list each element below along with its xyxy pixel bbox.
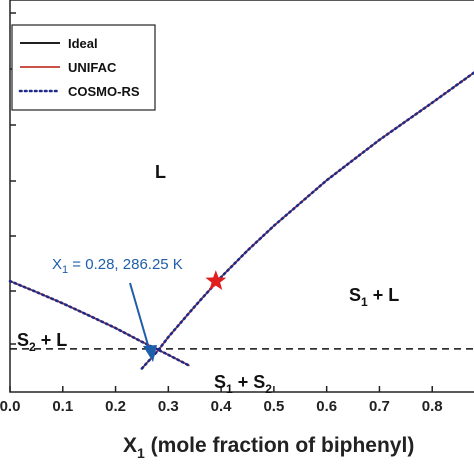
left-liquidus-unifac-line: [9, 280, 190, 367]
x-tick-label-2: 0.2: [105, 398, 126, 415]
annotation-arrow-head: [143, 345, 157, 362]
x-tick-label-5: 0.5: [263, 398, 284, 415]
star-marker: [205, 270, 227, 290]
x-axis-title: X1 (mole fraction of biphenyl): [123, 434, 414, 461]
s1l-sub: 1: [361, 295, 368, 309]
region-label-s2-l: S2 + L: [17, 330, 67, 354]
s1s2-main: S: [214, 372, 226, 392]
region-label-s1-s2: S1 + S2: [214, 372, 272, 396]
eutectic-annotation: X1 = 0.28, 286.25 K: [52, 256, 183, 276]
left-liquidus-cosmors-line: [8, 279, 191, 367]
anno-sub: 1: [62, 264, 68, 276]
x-tick-label-6: 0.6: [316, 398, 337, 415]
legend-label-ideal: Ideal: [68, 36, 98, 51]
legend-label-unifac: UNIFAC: [68, 60, 117, 75]
legend-items: Ideal UNIFAC COSMO-RS: [18, 36, 140, 99]
annotation-arrow-line: [129, 282, 151, 353]
s1s2-sub2: 2: [265, 382, 272, 396]
s2l-rest: + L: [36, 330, 68, 350]
x-tick-label-8: 0.8: [422, 398, 443, 415]
s1s2-mid: + S: [233, 372, 266, 392]
anno-rest: = 0.28, 286.25 K: [68, 256, 183, 273]
legend: Ideal UNIFAC COSMO-RS: [11, 24, 156, 111]
x-tick-label-0: 0.0: [0, 398, 20, 415]
xlabel-sub: 1: [137, 445, 145, 461]
legend-label-cosmors: COSMO-RS: [68, 84, 140, 99]
x-tick-label-4: 0.4: [211, 398, 233, 415]
region-label-l: L: [155, 162, 166, 182]
s2l-sub: 2: [29, 340, 36, 354]
liquidus-curves: [8, 71, 474, 370]
right-liquidus-ideal-line: [141, 71, 474, 370]
x-tick-label-7: 0.7: [369, 398, 390, 415]
x-tick-label-1: 0.1: [52, 398, 73, 415]
region-label-s1-l: S1 + L: [349, 285, 399, 309]
xlabel-rest: (mole fraction of biphenyl): [145, 434, 415, 457]
right-liquidus-unifac-line: [141, 71, 474, 370]
anno-x: X: [52, 256, 62, 273]
x-tick-labels: 0.00.10.20.30.40.50.60.70.80.9: [0, 398, 443, 415]
right-liquidus-cosmors-line: [140, 71, 474, 370]
s2l-main: S: [17, 330, 29, 350]
s1l-main: S: [349, 285, 361, 305]
left-liquidus-ideal-line: [9, 280, 190, 367]
x-tick-label-3: 0.3: [158, 398, 179, 415]
s1l-rest: + L: [368, 285, 400, 305]
xlabel-x: X: [123, 434, 137, 457]
s1s2-sub: 1: [226, 382, 233, 396]
plot-frame: [9, 0, 474, 393]
